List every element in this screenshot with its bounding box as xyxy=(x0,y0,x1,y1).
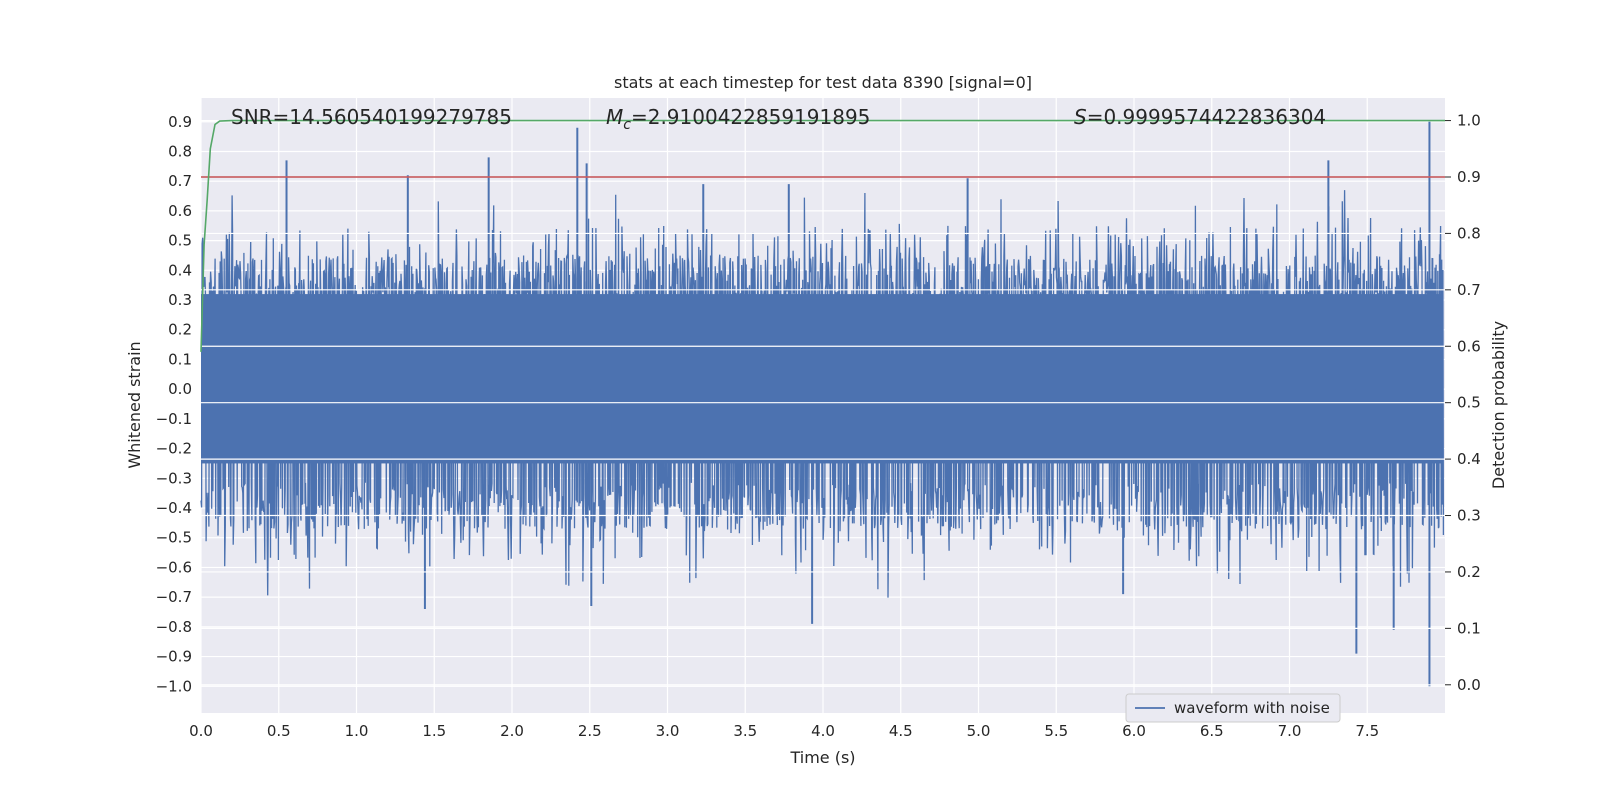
y-left-tick-label: 0.6 xyxy=(168,202,192,220)
series-layer xyxy=(200,119,1445,687)
y-right-tick-label: 0.2 xyxy=(1457,563,1481,581)
x-tick-label: 3.5 xyxy=(733,722,757,740)
y-left-tick-label: 0.5 xyxy=(168,232,192,250)
s-value: =0.9999574422836304 xyxy=(1087,105,1326,129)
y-left-tick-label: 0.3 xyxy=(168,291,192,309)
y-left-tick-label: 0.1 xyxy=(168,350,192,368)
y-right-tick-labels: 1.0 0.9 0.8 0.7 0.6 0.5 0.4 0.3 0.2 0.1 0.0 xyxy=(1445,112,1481,694)
x-tick-label: 0.0 xyxy=(189,722,213,740)
x-tick-label: 1.0 xyxy=(345,722,369,740)
y-left-tick-label: 0.8 xyxy=(168,142,192,160)
x-tick-label: 3.0 xyxy=(656,722,680,740)
mc-annotation: Mc=2.9100422859191895 xyxy=(606,105,870,133)
y-right-tick-label: 0.1 xyxy=(1457,619,1481,637)
y-right-axis-label: Detection probability xyxy=(1489,321,1508,489)
y-left-axis-label: Whitened strain xyxy=(125,341,144,468)
legend-box xyxy=(1125,693,1341,723)
legend-label-waveform: waveform with noise xyxy=(1174,699,1330,717)
x-tick-label: 7.5 xyxy=(1355,722,1379,740)
x-tick-label: 6.5 xyxy=(1200,722,1224,740)
y-left-tick-labels: 0.9 0.8 0.7 0.6 0.5 0.4 0.3 0.2 0.1 0.0 −0.1 −0.2 −0… xyxy=(156,113,192,695)
y-right-tick-label: 0.5 xyxy=(1457,394,1481,412)
y-left-tick-label: 0.4 xyxy=(168,261,192,279)
detection-probability-line xyxy=(200,119,1445,352)
x-tick-label: 5.5 xyxy=(1044,722,1068,740)
y-right-tick-label: 0.7 xyxy=(1457,281,1481,299)
x-axis-label: Time (s) xyxy=(789,748,855,767)
y-right-tick-label: 1.0 xyxy=(1457,112,1481,130)
x-tick-labels: 0.0 0.5 1.0 1.5 2.0 2.5 3.0 3.5 4.0 4.5 5.0 5.5 6.0 6… xyxy=(189,722,1379,740)
mc-subscript: c xyxy=(623,117,631,133)
y-left-tick-label: 0.2 xyxy=(168,321,192,339)
y-left-tick-label: −0.6 xyxy=(156,558,192,576)
x-tick-label: 7.0 xyxy=(1278,722,1302,740)
y-left-tick-label: −1.0 xyxy=(156,677,192,695)
mc-value: =2.9100422859191895 xyxy=(631,105,870,129)
y-left-tick-label: 0.0 xyxy=(168,380,192,398)
chart-title: stats at each timestep for test data 839… xyxy=(614,73,1032,92)
waveform-core-band xyxy=(201,294,1444,464)
x-tick-label: 1.5 xyxy=(422,722,446,740)
y-left-tick-label: −0.3 xyxy=(156,469,192,487)
s-annotation: S=0.9999574422836304 xyxy=(1074,105,1326,129)
y-left-tick-label: −0.8 xyxy=(156,618,192,636)
y-left-tick-label: −0.7 xyxy=(156,588,192,606)
legend: waveform with noise xyxy=(1125,693,1341,723)
y-left-tick-label: −0.5 xyxy=(156,529,192,547)
y-right-tick-label: 0.9 xyxy=(1457,168,1481,186)
y-left-tick-label: −0.4 xyxy=(156,499,192,517)
y-left-tick-label: −0.1 xyxy=(156,410,192,428)
y-left-tick-label: −0.2 xyxy=(156,440,192,458)
mc-symbol: M xyxy=(606,105,623,129)
x-tick-label: 5.0 xyxy=(967,722,991,740)
y-left-tick-label: 0.7 xyxy=(168,172,192,190)
y-right-tick-label: 0.6 xyxy=(1457,337,1481,355)
y-right-tick-label: 0.3 xyxy=(1457,507,1481,525)
y-right-tick-label: 0.0 xyxy=(1457,676,1481,694)
x-tick-label: 2.5 xyxy=(578,722,602,740)
y-right-tick-label: 0.8 xyxy=(1457,224,1481,242)
y-right-tick-label: 0.4 xyxy=(1457,450,1481,468)
x-tick-label: 4.0 xyxy=(811,722,835,740)
y-left-tick-label: −0.9 xyxy=(156,648,192,666)
y-left-tick-label: 0.9 xyxy=(168,113,192,131)
x-tick-label: 6.0 xyxy=(1122,722,1146,740)
x-tick-label: 4.5 xyxy=(889,722,913,740)
snr-annotation: SNR=14.560540199279785 xyxy=(231,105,512,129)
x-tick-label: 2.0 xyxy=(500,722,524,740)
x-tick-label: 0.5 xyxy=(267,722,291,740)
s-symbol: S xyxy=(1074,105,1087,129)
